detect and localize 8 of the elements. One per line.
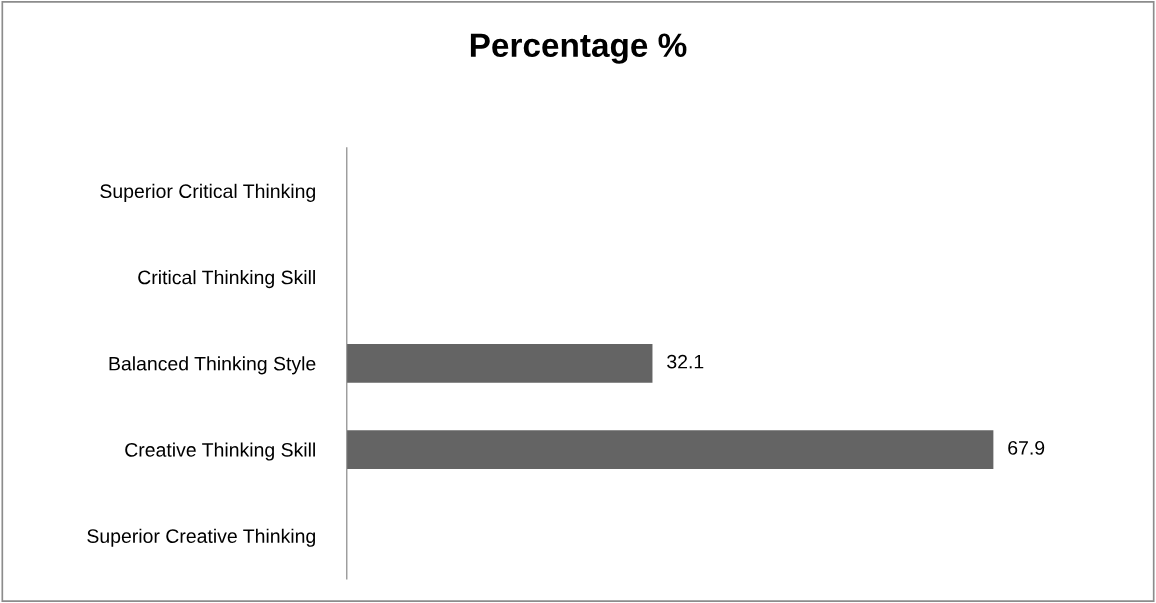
y-tick-label: Critical Thinking Skill — [138, 270, 315, 289]
chart-title: Percentage % — [470, 33, 687, 64]
data-label: 32.1 — [667, 354, 704, 369]
data-label: 67.9 — [1008, 440, 1045, 455]
y-tick-label: Creative Thinking Skill — [125, 442, 315, 461]
y-tick-label: Balanced Thinking Style — [109, 356, 316, 375]
y-tick-label: Superior Creative Thinking — [87, 528, 316, 547]
y-tick-label: Superior Critical Thinking — [100, 183, 315, 202]
